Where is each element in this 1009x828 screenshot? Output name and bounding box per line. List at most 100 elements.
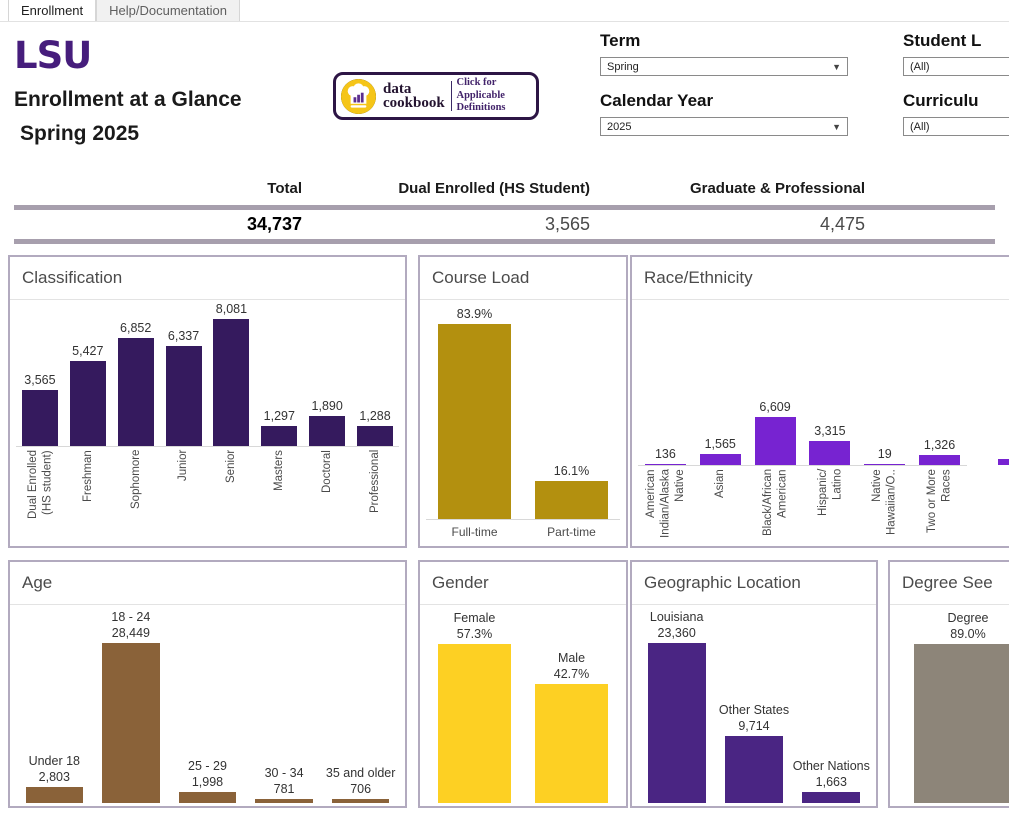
bar-mark[interactable] bbox=[644, 464, 686, 465]
summary-value: 4,475 bbox=[819, 214, 865, 234]
bar-mark[interactable] bbox=[809, 441, 851, 465]
bar-mark[interactable] bbox=[864, 464, 906, 465]
bar-mark[interactable] bbox=[535, 684, 608, 803]
tab-enrollment[interactable]: Enrollment bbox=[8, 0, 97, 21]
bar-value-label: 1,565 bbox=[704, 436, 736, 451]
bar-mark[interactable] bbox=[25, 787, 84, 803]
bar-mark[interactable] bbox=[699, 454, 741, 465]
bar-category-label: Doctoral bbox=[303, 446, 352, 545]
bar-value-label: 6,852 bbox=[120, 320, 152, 335]
bar-column: 18 - 24 28,449 bbox=[93, 605, 170, 803]
term-filter-dropdown[interactable]: Spring ▼ bbox=[600, 57, 848, 76]
bar-category-label: Dual Enrolled (HS student) bbox=[16, 446, 64, 545]
chevron-down-icon: ▼ bbox=[832, 121, 841, 132]
bar-category-label: American Indian/Alaska Native bbox=[638, 465, 693, 545]
bar-mark[interactable] bbox=[69, 361, 106, 446]
bar-column: 8,081 Senior bbox=[207, 300, 256, 545]
summary-header: Dual Enrolled (HS Student) bbox=[398, 180, 590, 197]
bar-value-label: Louisiana 23,360 bbox=[649, 609, 704, 640]
panel-course-load: Course Load 83.9% Full-time 16.1% Part-time bbox=[418, 255, 628, 548]
bar-column: Under 18 2,803 bbox=[16, 605, 93, 803]
bar-mark[interactable] bbox=[725, 736, 783, 803]
bar-value-label: 18 - 24 28,449 bbox=[111, 609, 151, 640]
bar-column: 6,337 Junior bbox=[159, 300, 208, 545]
bar-value-label: 83.9% bbox=[456, 306, 493, 321]
bar-value-label: Degree 89.0% bbox=[947, 610, 989, 641]
summary-dual-enrolled: Dual Enrolled (HS Student) 3,565 bbox=[345, 180, 590, 235]
bar-mark[interactable] bbox=[331, 799, 390, 803]
bar-column: 1,288 Professional bbox=[351, 300, 399, 545]
bar-value-label: 30 - 34 781 bbox=[264, 765, 304, 796]
gender-chart: Female 57.3% Male 42.7% bbox=[420, 605, 626, 803]
race-ethnicity-chart: 136 American Indian/Alaska Native 1,565 Asi… bbox=[632, 300, 1009, 545]
curriculum-filter-value: (All) bbox=[910, 120, 930, 133]
bar-column: Female 57.3% bbox=[426, 605, 523, 803]
tab-help-documentation[interactable]: Help/Documentation bbox=[96, 0, 240, 21]
bar-value-label: 35 and older 706 bbox=[325, 765, 396, 796]
bar-category-label: Professional bbox=[351, 446, 399, 545]
bar-value-label: 1,326 bbox=[923, 437, 956, 452]
summary-rule-bottom bbox=[14, 239, 995, 244]
student-level-filter-value: (All) bbox=[910, 60, 930, 73]
bar-value-label: Other Nations 1,663 bbox=[792, 758, 870, 789]
bar-mark[interactable] bbox=[178, 792, 237, 803]
panel-title: Course Load bbox=[420, 257, 626, 300]
panel-title: Geographic Location bbox=[632, 562, 876, 605]
bar-mark[interactable] bbox=[21, 390, 58, 446]
curriculum-filter-dropdown[interactable]: (All) bbox=[903, 117, 1009, 136]
bar-value-label: 1,890 bbox=[311, 398, 343, 413]
panel-race-ethnicity: Race/Ethnicity 136 American Indian/Alaska… bbox=[630, 255, 1009, 548]
panel-title: Degree See bbox=[890, 562, 1009, 605]
partial-bar-cut-by-edge[interactable] bbox=[998, 459, 1009, 465]
classification-chart: 3,565 Dual Enrolled (HS student) 5,427 Fres… bbox=[10, 300, 405, 545]
age-chart: Under 18 2,803 18 - 24 28,449 25 - 29 1,99… bbox=[10, 605, 405, 803]
bar-mark[interactable] bbox=[919, 455, 961, 465]
bar-mark[interactable] bbox=[438, 324, 511, 519]
bar-mark[interactable] bbox=[261, 426, 298, 446]
bar-mark[interactable] bbox=[438, 644, 511, 803]
bar-column: 16.1% Part-time bbox=[523, 300, 620, 545]
bar-value-label: 25 - 29 1,998 bbox=[188, 758, 227, 789]
term-filter-value: Spring bbox=[607, 60, 639, 73]
bar-mark[interactable] bbox=[255, 799, 313, 803]
bar-value-label: Female 57.3% bbox=[453, 610, 496, 641]
lsu-logo: LSU bbox=[14, 34, 92, 77]
bar-category-label: Part-time bbox=[523, 519, 620, 545]
term-filter-label: Term bbox=[600, 31, 641, 50]
bar-value-label: 6,609 bbox=[759, 399, 791, 414]
bar-mark[interactable] bbox=[309, 416, 346, 446]
bar-column: Other Nations 1,663 bbox=[793, 605, 870, 803]
panel-degree-seeking: Degree See Degree 89.0% bbox=[888, 560, 1009, 808]
bar-column: 6,609 Black/African American bbox=[747, 300, 803, 545]
bar-mark[interactable] bbox=[802, 792, 861, 803]
bar-value-label: 8,081 bbox=[215, 301, 248, 316]
bar-mark[interactable] bbox=[647, 643, 706, 803]
bar-value-label: Other States 9,714 bbox=[718, 702, 790, 733]
badge-divider bbox=[450, 81, 452, 111]
student-level-filter-dropdown[interactable]: (All) bbox=[903, 57, 1009, 76]
bar-mark[interactable] bbox=[213, 319, 250, 446]
bar-category-label: Freshman bbox=[63, 446, 112, 545]
bar-value-label: 1,297 bbox=[263, 408, 295, 423]
bar-mark[interactable] bbox=[102, 643, 160, 803]
bar-column: 1,297 Masters bbox=[255, 300, 304, 545]
bar-mark[interactable] bbox=[357, 426, 394, 446]
bar-mark[interactable] bbox=[165, 346, 202, 446]
calendar-year-filter-label: Calendar Year bbox=[600, 91, 714, 110]
bar-mark[interactable] bbox=[754, 417, 796, 465]
bar-mark[interactable] bbox=[117, 338, 154, 446]
bar-value-label: 1,288 bbox=[359, 408, 391, 423]
bar-category-label: Senior bbox=[207, 446, 256, 545]
calendar-year-filter-dropdown[interactable]: 2025 ▼ bbox=[600, 117, 848, 136]
bar-mark[interactable] bbox=[535, 481, 608, 519]
cookbook-caption-text: Click for Applicable Definitions bbox=[456, 77, 506, 114]
summary-rule-top bbox=[14, 205, 995, 210]
bar-mark[interactable] bbox=[914, 644, 1009, 803]
bar-column: 35 and older 706 bbox=[322, 605, 399, 803]
bar-column: 3,315 Hispanic/ Latino bbox=[802, 300, 858, 545]
geographic-location-chart: Louisiana 23,360 Other States 9,714 Other … bbox=[632, 605, 876, 803]
bar-value-label: Under 18 2,803 bbox=[28, 753, 81, 784]
bar-column: 25 - 29 1,998 bbox=[169, 605, 246, 803]
panel-geographic-location: Geographic Location Louisiana 23,360 Othe… bbox=[630, 560, 878, 808]
data-cookbook-link[interactable]: data cookbook Click for Applicable Defin… bbox=[333, 72, 539, 120]
